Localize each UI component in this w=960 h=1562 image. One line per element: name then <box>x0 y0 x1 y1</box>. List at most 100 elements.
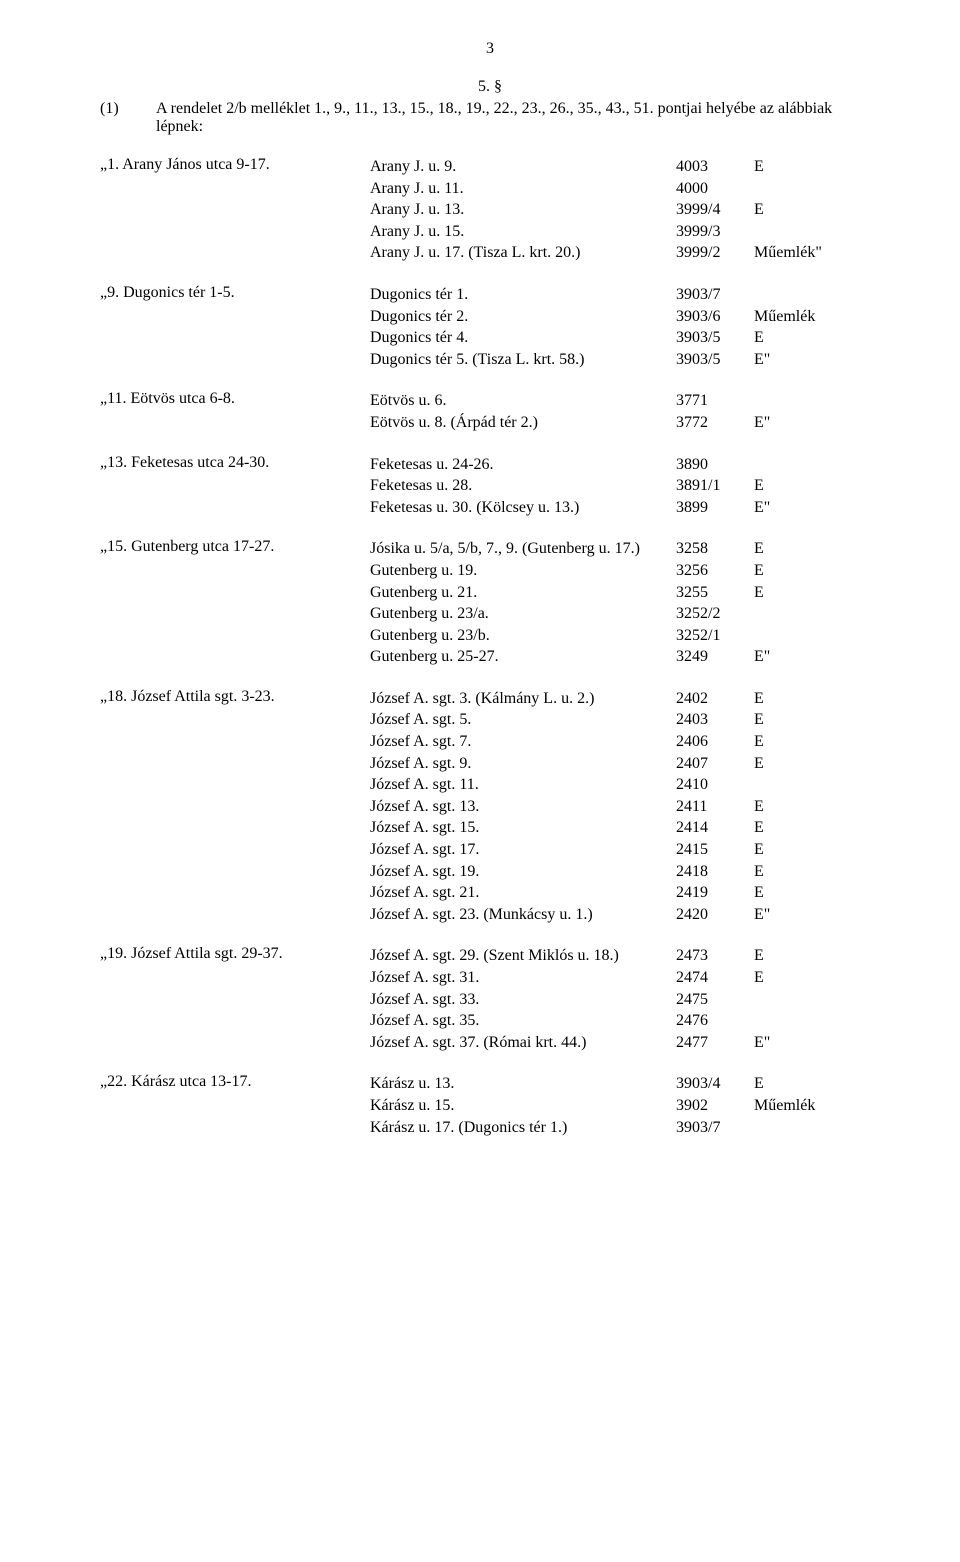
cell-code: 2406 <box>676 731 754 753</box>
cell-code: 2415 <box>676 839 754 861</box>
cell-code: 3903/5 <box>676 349 754 371</box>
table-row: Eötvös u. 6.3771 <box>370 390 880 412</box>
cell-code: 2473 <box>676 945 754 967</box>
intro-paragraph: (1) A rendelet 2/b melléklet 1., 9., 11.… <box>100 100 880 136</box>
block-label: „22. Kárász utca 13-17. <box>100 1073 370 1138</box>
cell-mark: E" <box>754 646 854 668</box>
cell-code: 3903/6 <box>676 306 754 328</box>
cell-mark <box>754 454 854 476</box>
cell-address: Dugonics tér 2. <box>370 306 676 328</box>
block-rows: Dugonics tér 1.3903/7Dugonics tér 2.3903… <box>370 284 880 370</box>
cell-address: Arany J. u. 9. <box>370 156 676 178</box>
cell-address: Arany J. u. 11. <box>370 178 676 200</box>
table-row: Gutenberg u. 23/b.3252/1 <box>370 625 880 647</box>
block-label: „18. József Attila sgt. 3-23. <box>100 688 370 926</box>
cell-address: József A. sgt. 35. <box>370 1010 676 1032</box>
cell-address: József A. sgt. 15. <box>370 817 676 839</box>
entry-block: „18. József Attila sgt. 3-23.József A. s… <box>100 688 880 926</box>
table-row: József A. sgt. 37. (Római krt. 44.)2477E… <box>370 1032 880 1054</box>
cell-code: 3256 <box>676 560 754 582</box>
cell-address: József A. sgt. 11. <box>370 774 676 796</box>
cell-mark <box>754 603 854 625</box>
cell-code: 2419 <box>676 882 754 904</box>
entry-block: „11. Eötvös utca 6-8.Eötvös u. 6.3771Eöt… <box>100 390 880 433</box>
entry-block: „15. Gutenberg utca 17-27.Jósika u. 5/a,… <box>100 538 880 668</box>
entry-block: „22. Kárász utca 13-17.Kárász u. 13.3903… <box>100 1073 880 1138</box>
cell-code: 3771 <box>676 390 754 412</box>
cell-address: József A. sgt. 31. <box>370 967 676 989</box>
cell-address: Kárász u. 17. (Dugonics tér 1.) <box>370 1117 676 1139</box>
cell-code: 4000 <box>676 178 754 200</box>
cell-mark: E <box>754 560 854 582</box>
table-row: Gutenberg u. 25-27.3249E" <box>370 646 880 668</box>
cell-code: 2475 <box>676 989 754 1011</box>
cell-mark: E <box>754 688 854 710</box>
cell-mark: E" <box>754 497 854 519</box>
table-row: József A. sgt. 19.2418E <box>370 861 880 883</box>
cell-mark: E <box>754 199 854 221</box>
cell-code: 3255 <box>676 582 754 604</box>
cell-code: 3999/3 <box>676 221 754 243</box>
table-row: Feketesas u. 28.3891/1E <box>370 475 880 497</box>
cell-code: 2410 <box>676 774 754 796</box>
cell-code: 3252/2 <box>676 603 754 625</box>
cell-code: 2477 <box>676 1032 754 1054</box>
cell-mark: E <box>754 817 854 839</box>
cell-mark: E <box>754 709 854 731</box>
table-row: Gutenberg u. 21.3255E <box>370 582 880 604</box>
cell-address: József A. sgt. 33. <box>370 989 676 1011</box>
cell-address: Gutenberg u. 23/b. <box>370 625 676 647</box>
cell-code: 2474 <box>676 967 754 989</box>
cell-code: 3903/4 <box>676 1073 754 1095</box>
table-row: Dugonics tér 4.3903/5E <box>370 327 880 349</box>
cell-address: Dugonics tér 1. <box>370 284 676 306</box>
cell-code: 2407 <box>676 753 754 775</box>
cell-address: Arany J. u. 13. <box>370 199 676 221</box>
cell-mark: E <box>754 731 854 753</box>
cell-code: 4003 <box>676 156 754 178</box>
block-label: „15. Gutenberg utca 17-27. <box>100 538 370 668</box>
block-rows: Jósika u. 5/a, 5/b, 7., 9. (Gutenberg u.… <box>370 538 880 668</box>
cell-code: 2403 <box>676 709 754 731</box>
table-row: Arany J. u. 9.4003E <box>370 156 880 178</box>
cell-address: Gutenberg u. 19. <box>370 560 676 582</box>
block-rows: József A. sgt. 3. (Kálmány L. u. 2.)2402… <box>370 688 880 926</box>
cell-address: József A. sgt. 37. (Római krt. 44.) <box>370 1032 676 1054</box>
cell-code: 3252/1 <box>676 625 754 647</box>
intro-text: A rendelet 2/b melléklet 1., 9., 11., 13… <box>156 100 880 136</box>
table-row: József A. sgt. 11.2410 <box>370 774 880 796</box>
cell-address: József A. sgt. 21. <box>370 882 676 904</box>
cell-mark <box>754 221 854 243</box>
cell-mark <box>754 774 854 796</box>
table-row: Arany J. u. 11.4000 <box>370 178 880 200</box>
cell-mark: Műemlék" <box>754 242 854 264</box>
intro-marker: (1) <box>100 100 156 136</box>
cell-address: Gutenberg u. 21. <box>370 582 676 604</box>
blocks-container: „1. Arany János utca 9-17.Arany J. u. 9.… <box>100 156 880 1138</box>
table-row: Arany J. u. 15.3999/3 <box>370 221 880 243</box>
cell-mark: E <box>754 582 854 604</box>
cell-address: Feketesas u. 28. <box>370 475 676 497</box>
block-label: „13. Feketesas utca 24-30. <box>100 454 370 519</box>
cell-mark: E" <box>754 412 854 434</box>
block-rows: Kárász u. 13.3903/4EKárász u. 15.3902Műe… <box>370 1073 880 1138</box>
table-row: Feketesas u. 24-26.3890 <box>370 454 880 476</box>
table-row: József A. sgt. 3. (Kálmány L. u. 2.)2402… <box>370 688 880 710</box>
cell-address: József A. sgt. 19. <box>370 861 676 883</box>
table-row: József A. sgt. 7.2406E <box>370 731 880 753</box>
cell-address: Dugonics tér 5. (Tisza L. krt. 58.) <box>370 349 676 371</box>
cell-code: 2420 <box>676 904 754 926</box>
table-row: Arany J. u. 17. (Tisza L. krt. 20.)3999/… <box>370 242 880 264</box>
cell-mark: Műemlék <box>754 306 854 328</box>
cell-code: 2411 <box>676 796 754 818</box>
cell-mark: E" <box>754 349 854 371</box>
cell-code: 3891/1 <box>676 475 754 497</box>
cell-address: Arany J. u. 17. (Tisza L. krt. 20.) <box>370 242 676 264</box>
cell-address: József A. sgt. 3. (Kálmány L. u. 2.) <box>370 688 676 710</box>
table-row: Eötvös u. 8. (Árpád tér 2.)3772E" <box>370 412 880 434</box>
table-row: József A. sgt. 31.2474E <box>370 967 880 989</box>
block-label: „9. Dugonics tér 1-5. <box>100 284 370 370</box>
cell-address: Feketesas u. 24-26. <box>370 454 676 476</box>
cell-code: 3772 <box>676 412 754 434</box>
page-number: 3 <box>100 40 880 58</box>
